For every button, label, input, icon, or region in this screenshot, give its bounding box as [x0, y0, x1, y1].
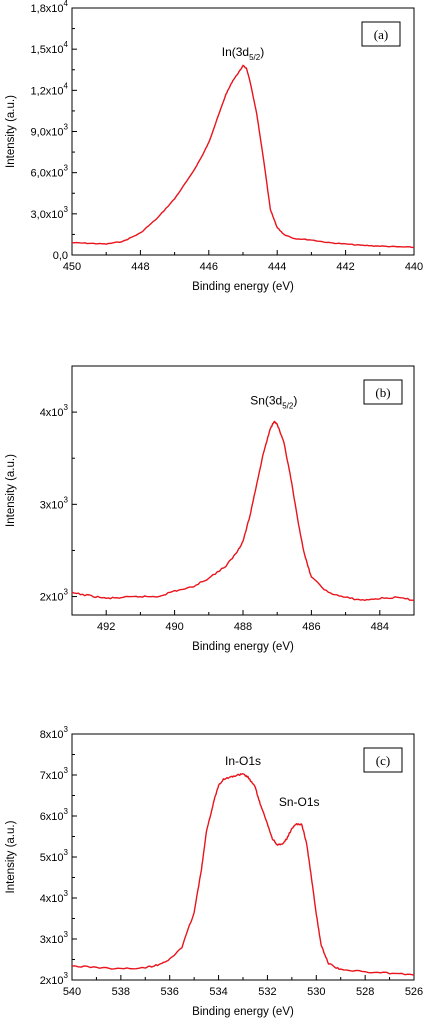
y-tick-label: 1,8x104: [31, 0, 69, 15]
x-tick-label: 488: [234, 621, 252, 633]
x-tick-label: 530: [307, 986, 325, 998]
x-axis-label: Binding energy (eV): [192, 641, 294, 653]
peak-annotation: Sn(3d5/2): [250, 394, 297, 411]
x-tick-label: 444: [268, 261, 286, 273]
plot-frame: [71, 365, 415, 616]
peak-annotation: Sn-O1s: [279, 795, 320, 809]
peak-annotation: In(3d5/2): [222, 45, 264, 62]
y-axis-label: Intensity (a.u.): [5, 454, 17, 527]
spectrum-series-line: [71, 64, 415, 249]
spectrum-series-line: [71, 773, 415, 976]
y-tick-label: 3x103: [40, 495, 69, 511]
panel-tag-box: [363, 747, 403, 773]
y-tick-label: 5x103: [40, 848, 69, 864]
x-tick-label: 448: [131, 261, 149, 273]
x-tick-label: 442: [336, 261, 354, 273]
x-axis-label: Binding energy (eV): [192, 281, 294, 293]
x-tick-label: 492: [97, 621, 115, 633]
y-tick-label: 0,0: [53, 250, 68, 262]
y-tick-label: 3x103: [40, 930, 69, 946]
x-tick-label: 538: [112, 986, 130, 998]
x-tick-label: 532: [258, 986, 276, 998]
y-tick-label: 2x103: [40, 588, 69, 604]
chart-panel-3: 540 538 536 534 532 530 528 526 2x103 3x103 4x103 5…: [5, 725, 423, 1018]
x-tick-label: 534: [209, 986, 227, 998]
panel-tag-label: (b): [375, 385, 390, 400]
x-tick-label: 450: [63, 261, 81, 273]
y-tick-label: 4x103: [40, 889, 69, 905]
x-tick-label: 536: [161, 986, 179, 998]
y-tick-label: 6x103: [40, 807, 69, 823]
y-tick-label: 9,0x103: [31, 123, 69, 139]
peak-annotation: In-O1s: [225, 754, 261, 768]
x-tick-label: 540: [63, 986, 81, 998]
panel-tag-box: [361, 21, 401, 47]
plot-frame: [71, 733, 415, 981]
y-tick-label: 1,5x104: [31, 40, 69, 56]
y-axis-label: Intensity (a.u.): [5, 820, 17, 893]
y-tick-label: 7x103: [40, 766, 69, 782]
x-tick-label: 526: [405, 986, 423, 998]
panel-tag-label: (a): [374, 27, 388, 42]
x-tick-label: 484: [371, 621, 389, 633]
y-tick-label: 1,2x104: [31, 81, 69, 97]
y-tick-label: 4x103: [40, 403, 69, 419]
x-tick-label: 486: [302, 621, 320, 633]
y-tick-label: 3,0x103: [31, 205, 69, 221]
y-tick-label: 2x103: [40, 971, 69, 987]
y-tick-label: 8x103: [40, 725, 69, 741]
chart-panel-1: 450 448 446 444 442 440 0,0 3,0x103 6,0x103 9,0x1…: [5, 0, 423, 293]
x-tick-label: 490: [165, 621, 183, 633]
x-tick-label: 528: [356, 986, 374, 998]
chart-panel-2: 492 490 488 486 484 2x103 3x103 4x103 Binding en…: [5, 365, 415, 653]
spectrum-series-line: [71, 420, 415, 602]
panel-tag-label: (c): [376, 753, 390, 768]
x-tick-label: 446: [200, 261, 218, 273]
x-axis-label: Binding energy (eV): [192, 1006, 294, 1018]
x-tick-label: 440: [405, 261, 423, 273]
panel-tag-box: [363, 379, 403, 405]
y-tick-label: 6,0x103: [31, 164, 69, 180]
y-axis-label: Intensity (a.u.): [5, 95, 17, 168]
